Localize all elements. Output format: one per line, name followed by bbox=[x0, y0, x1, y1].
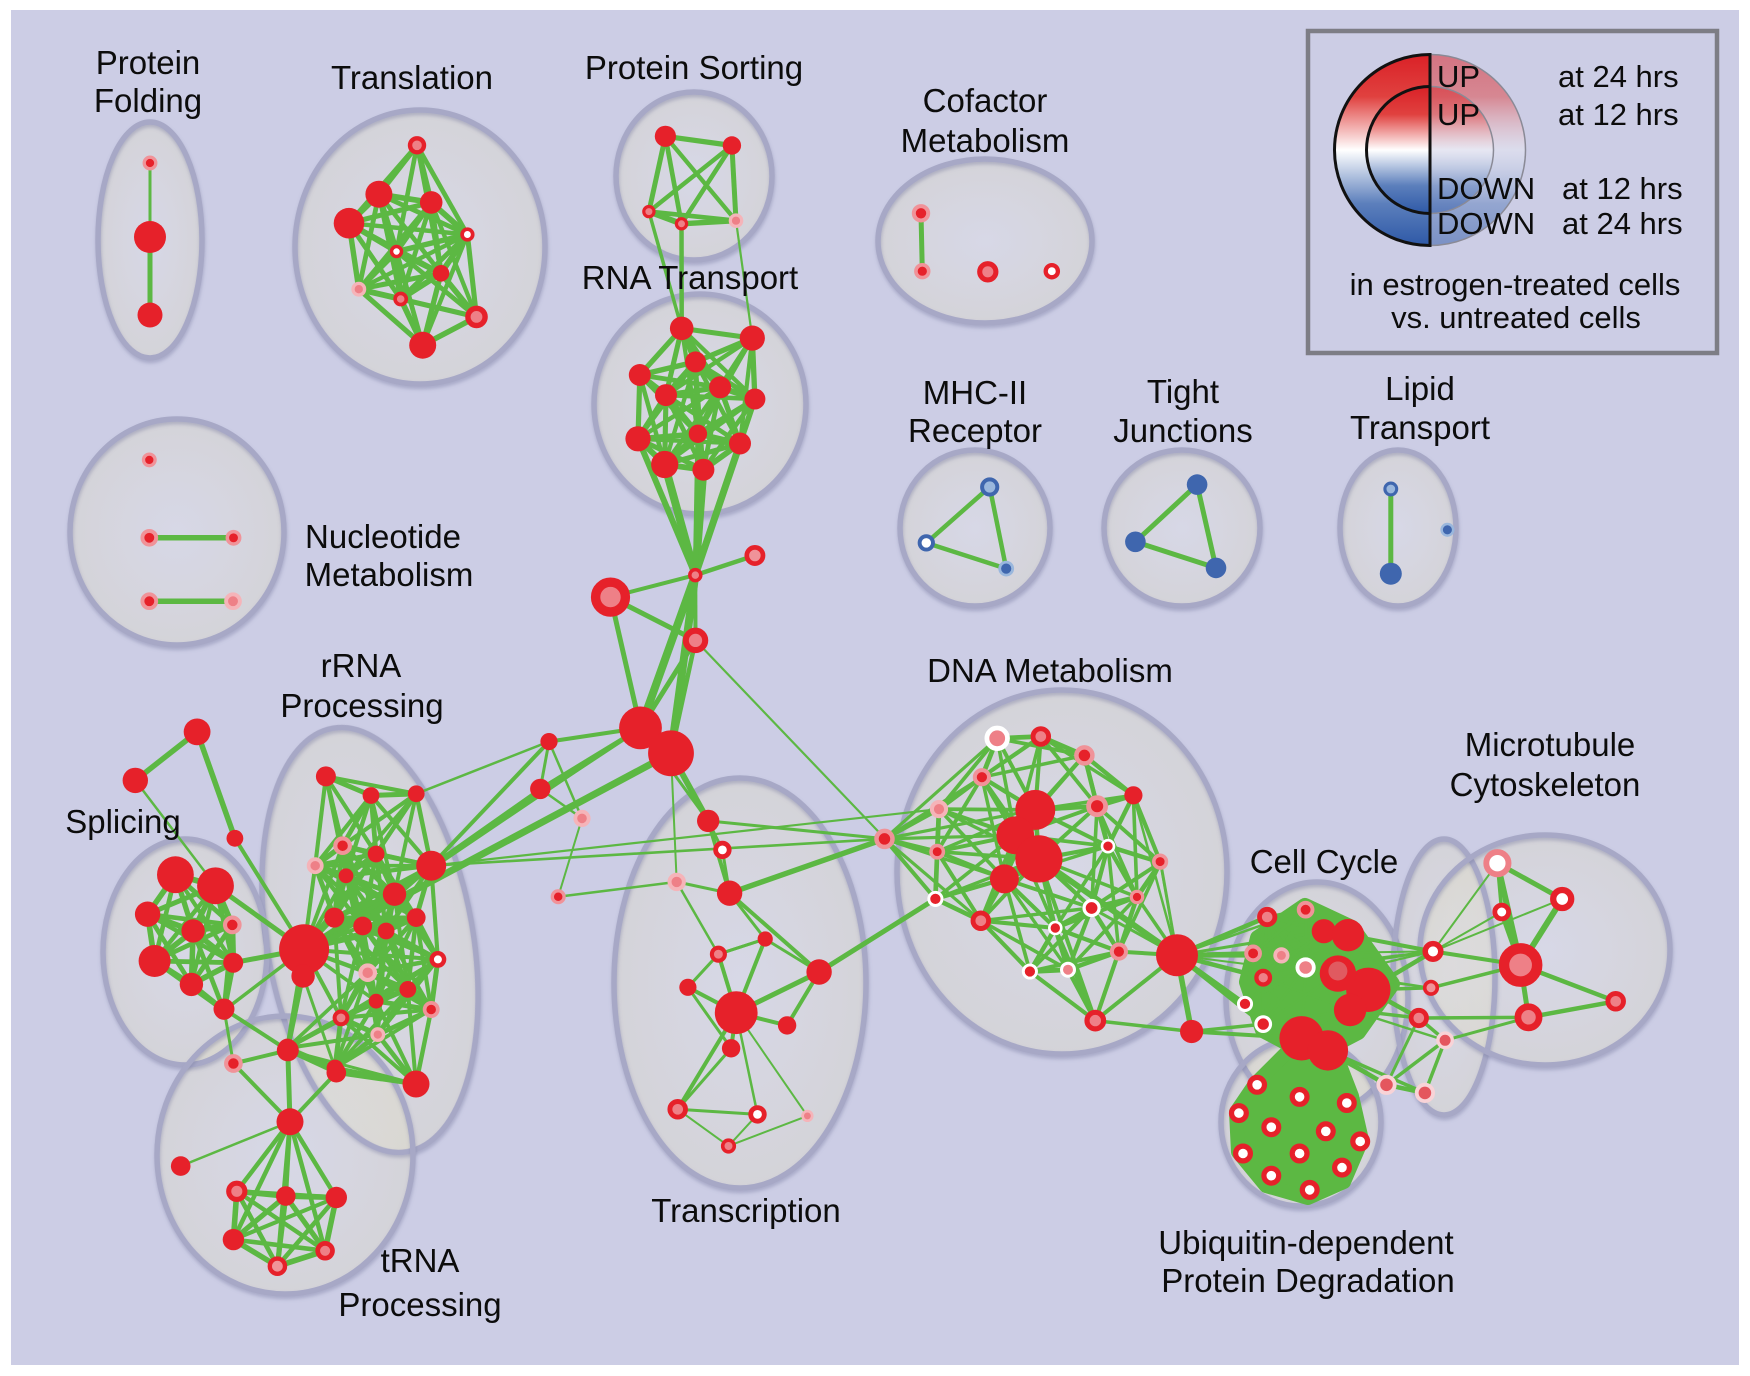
svg-text:Receptor: Receptor bbox=[908, 412, 1042, 449]
svg-text:Ubiquitin-dependent: Ubiquitin-dependent bbox=[1158, 1224, 1453, 1261]
svg-text:at 24 hrs: at 24 hrs bbox=[1558, 59, 1679, 94]
svg-text:in estrogen-treated cells: in estrogen-treated cells bbox=[1350, 267, 1681, 302]
svg-text:DNA Metabolism: DNA Metabolism bbox=[927, 652, 1173, 689]
svg-text:Processing: Processing bbox=[280, 687, 443, 724]
svg-text:DOWN: DOWN bbox=[1437, 206, 1535, 241]
svg-text:at 24 hrs: at 24 hrs bbox=[1562, 206, 1683, 241]
svg-text:UP: UP bbox=[1437, 97, 1480, 132]
svg-text:Transport: Transport bbox=[1350, 409, 1490, 446]
svg-text:Metabolism: Metabolism bbox=[305, 556, 474, 593]
svg-text:Junctions: Junctions bbox=[1113, 412, 1252, 449]
svg-text:Cofactor: Cofactor bbox=[923, 82, 1048, 119]
svg-text:at 12 hrs: at 12 hrs bbox=[1558, 97, 1679, 132]
svg-text:rRNA: rRNA bbox=[321, 647, 402, 684]
svg-text:Protein: Protein bbox=[96, 44, 201, 81]
svg-text:Protein Degradation: Protein Degradation bbox=[1161, 1262, 1455, 1299]
svg-text:Splicing: Splicing bbox=[65, 803, 181, 840]
svg-text:Translation: Translation bbox=[331, 59, 493, 96]
svg-text:Nucleotide: Nucleotide bbox=[305, 518, 461, 555]
svg-text:tRNA: tRNA bbox=[381, 1242, 460, 1279]
svg-text:MHC-II: MHC-II bbox=[923, 374, 1027, 411]
svg-text:DOWN: DOWN bbox=[1437, 171, 1535, 206]
svg-text:Lipid: Lipid bbox=[1385, 370, 1455, 407]
svg-text:Cell Cycle: Cell Cycle bbox=[1250, 843, 1399, 880]
svg-text:vs. untreated cells: vs. untreated cells bbox=[1391, 300, 1641, 335]
svg-text:RNA Transport: RNA Transport bbox=[582, 259, 798, 296]
svg-text:Transcription: Transcription bbox=[651, 1192, 841, 1229]
svg-text:at 12 hrs: at 12 hrs bbox=[1562, 171, 1683, 206]
svg-text:Folding: Folding bbox=[94, 82, 202, 119]
svg-text:Processing: Processing bbox=[338, 1286, 501, 1323]
svg-text:Tight: Tight bbox=[1147, 373, 1219, 410]
svg-text:Protein Sorting: Protein Sorting bbox=[585, 49, 803, 86]
svg-text:Metabolism: Metabolism bbox=[901, 122, 1070, 159]
svg-text:Cytoskeleton: Cytoskeleton bbox=[1450, 766, 1641, 803]
svg-text:UP: UP bbox=[1437, 59, 1480, 94]
svg-text:Microtubule: Microtubule bbox=[1465, 726, 1636, 763]
